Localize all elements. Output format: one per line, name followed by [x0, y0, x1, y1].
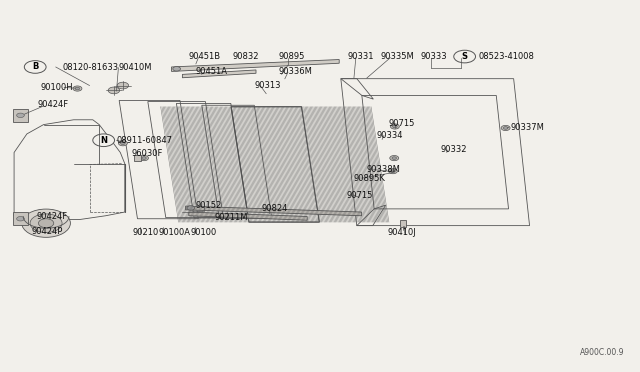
Text: 96030F: 96030F: [131, 149, 163, 158]
Text: N: N: [100, 136, 107, 145]
Text: 90451B: 90451B: [189, 52, 221, 61]
Circle shape: [173, 67, 180, 71]
Text: B: B: [32, 62, 38, 71]
Text: 90895: 90895: [278, 52, 305, 61]
Text: 90336M: 90336M: [278, 67, 312, 76]
Polygon shape: [189, 212, 307, 220]
Text: 90152: 90152: [195, 201, 221, 210]
Text: 90332: 90332: [440, 145, 467, 154]
Circle shape: [38, 219, 54, 228]
Polygon shape: [13, 212, 28, 225]
Circle shape: [454, 50, 476, 63]
Polygon shape: [134, 155, 141, 161]
Circle shape: [140, 155, 148, 161]
Text: 90824: 90824: [261, 204, 287, 213]
Circle shape: [504, 126, 508, 129]
Circle shape: [22, 209, 70, 237]
Text: 90334: 90334: [376, 131, 403, 140]
Circle shape: [117, 82, 129, 89]
Text: 90211M: 90211M: [214, 214, 248, 222]
Text: 90100A: 90100A: [159, 228, 191, 237]
Text: 90331: 90331: [348, 52, 374, 61]
Polygon shape: [13, 109, 28, 122]
Polygon shape: [400, 220, 406, 227]
Circle shape: [390, 155, 399, 161]
Text: 90337M: 90337M: [510, 124, 544, 132]
Circle shape: [76, 87, 80, 90]
Text: 90451A: 90451A: [195, 67, 227, 76]
Text: 08120-81633: 08120-81633: [63, 63, 119, 72]
Text: 90424F: 90424F: [36, 212, 68, 221]
Circle shape: [187, 206, 195, 210]
Circle shape: [30, 214, 62, 232]
Text: S: S: [461, 52, 468, 61]
Circle shape: [393, 125, 397, 128]
Text: 90100H: 90100H: [40, 83, 73, 92]
Circle shape: [120, 142, 125, 144]
Text: 90333: 90333: [420, 52, 447, 61]
Text: 08523-41008: 08523-41008: [479, 52, 534, 61]
Circle shape: [17, 113, 24, 118]
Text: 08911-60847: 08911-60847: [116, 136, 173, 145]
Polygon shape: [186, 206, 362, 216]
Text: 90338M: 90338M: [366, 165, 400, 174]
Circle shape: [93, 134, 115, 147]
Circle shape: [73, 86, 82, 91]
Text: 90715: 90715: [388, 119, 415, 128]
Text: 90895K: 90895K: [354, 174, 386, 183]
Circle shape: [390, 170, 396, 172]
Text: 90410M: 90410M: [118, 63, 152, 72]
Circle shape: [390, 124, 399, 129]
Circle shape: [118, 141, 127, 146]
Circle shape: [24, 61, 46, 73]
Polygon shape: [182, 70, 256, 78]
Text: 90832: 90832: [232, 52, 259, 61]
Polygon shape: [172, 60, 339, 71]
Text: 90715: 90715: [346, 191, 372, 200]
Circle shape: [501, 125, 510, 131]
Text: 90210: 90210: [132, 228, 159, 237]
Circle shape: [108, 87, 120, 94]
Text: 90424P: 90424P: [32, 227, 63, 236]
Text: 90335M: 90335M: [380, 52, 414, 61]
Text: 90313: 90313: [254, 81, 280, 90]
Text: 90424F: 90424F: [37, 100, 68, 109]
Text: 90100: 90100: [191, 228, 217, 237]
Circle shape: [392, 157, 397, 159]
Circle shape: [17, 217, 24, 221]
Text: A900C.00.9: A900C.00.9: [579, 348, 624, 357]
Circle shape: [142, 157, 147, 159]
Circle shape: [388, 169, 397, 174]
Text: 90410J: 90410J: [388, 228, 417, 237]
